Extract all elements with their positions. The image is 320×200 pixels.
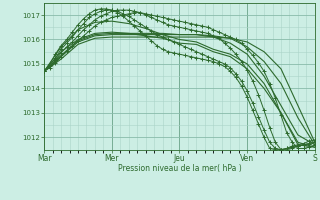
- X-axis label: Pression niveau de la mer( hPa ): Pression niveau de la mer( hPa ): [118, 164, 241, 173]
